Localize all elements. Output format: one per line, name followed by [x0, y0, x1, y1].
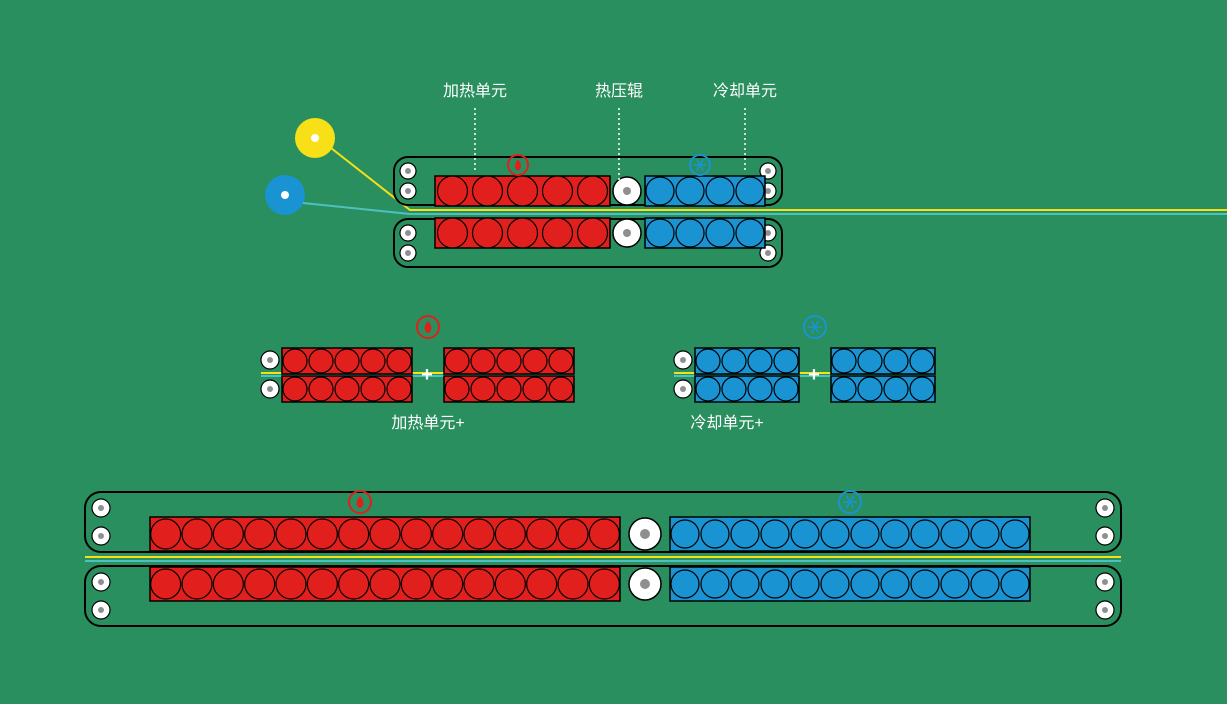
guide-roller [1096, 499, 1114, 517]
roller-row [444, 376, 574, 402]
roller-row [150, 517, 620, 551]
heat-unit-expansion: + 加热单元+ [261, 316, 574, 432]
roller-row [645, 218, 765, 248]
fire-icon [417, 316, 439, 338]
plus-sign: + [421, 364, 433, 386]
roller-row [645, 176, 765, 206]
snow-icon [839, 491, 861, 513]
heating-unit-label: 加热单元 [443, 82, 507, 100]
press-roller [613, 177, 641, 205]
guide-roller [92, 573, 110, 591]
top-machine: 加热单元 热压辊 冷却单元 [265, 82, 1227, 267]
roller-row [435, 218, 610, 248]
cool-unit-expansion: + 冷却单元+ [674, 316, 935, 432]
roller-row [435, 176, 610, 206]
bottom-machine [85, 491, 1121, 626]
guide-roller [674, 351, 692, 369]
snow-icon [804, 316, 826, 338]
spool-cyan [265, 175, 305, 215]
cooling-unit-label: 冷却单元 [713, 82, 777, 100]
guide-roller [400, 245, 416, 261]
plus-sign: + [808, 364, 820, 386]
guide-roller [674, 380, 692, 398]
press-roller [613, 219, 641, 247]
press-roller [629, 518, 661, 550]
guide-roller [261, 351, 279, 369]
fire-icon [349, 491, 371, 513]
guide-roller [261, 380, 279, 398]
roller-row [670, 517, 1030, 551]
guide-roller [400, 183, 416, 199]
guide-roller [1096, 573, 1114, 591]
roller-row [670, 567, 1030, 601]
cool-unit-plus-label: 冷却单元+ [690, 414, 763, 432]
roller-row [831, 376, 935, 402]
roller-row [150, 567, 620, 601]
heat-unit-plus-label: 加热单元+ [391, 414, 464, 432]
guide-roller [92, 601, 110, 619]
guide-roller [92, 527, 110, 545]
press-roller-label: 热压辊 [595, 82, 643, 100]
roller-row [282, 376, 412, 402]
guide-roller [400, 225, 416, 241]
guide-roller [1096, 527, 1114, 545]
guide-roller [1096, 601, 1114, 619]
roller-row [831, 348, 935, 374]
roller-row [282, 348, 412, 374]
guide-roller [92, 499, 110, 517]
guide-roller [400, 163, 416, 179]
press-roller [629, 568, 661, 600]
roller-row [695, 376, 799, 402]
spool-yellow [295, 118, 335, 158]
roller-row [695, 348, 799, 374]
roller-row [444, 348, 574, 374]
